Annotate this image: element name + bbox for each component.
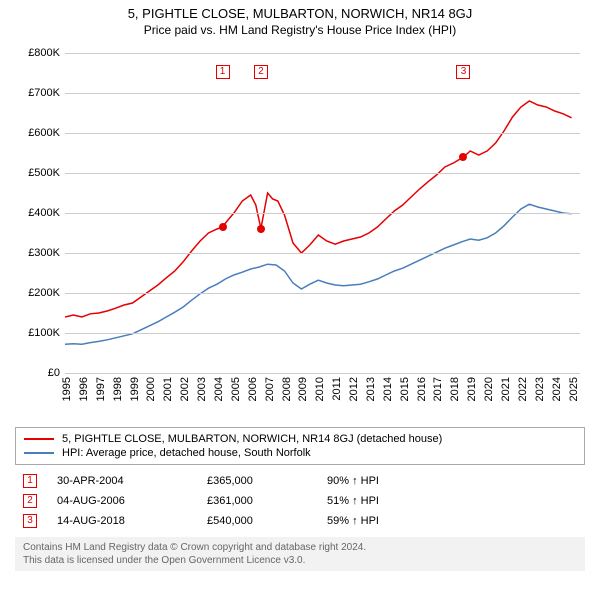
x-tick-label: 2025: [568, 377, 600, 401]
sale-row-marker: 1: [23, 474, 37, 488]
sale-date: 30-APR-2004: [57, 475, 187, 487]
sale-row: 2 04-AUG-2006 £361,000 51% ↑ HPI: [15, 491, 585, 511]
chart-title: 5, PIGHTLE CLOSE, MULBARTON, NORWICH, NR…: [0, 6, 600, 21]
y-tick-label: £0: [10, 367, 60, 379]
sale-row: 1 30-APR-2004 £365,000 90% ↑ HPI: [15, 471, 585, 491]
legend-swatch: [24, 438, 54, 440]
sale-price: £365,000: [207, 475, 307, 487]
legend: 5, PIGHTLE CLOSE, MULBARTON, NORWICH, NR…: [15, 427, 585, 465]
legend-label: HPI: Average price, detached house, Sout…: [62, 447, 311, 459]
sale-price: £540,000: [207, 515, 307, 527]
sale-row: 3 14-AUG-2018 £540,000 59% ↑ HPI: [15, 511, 585, 531]
credits-line2: This data is licensed under the Open Gov…: [23, 554, 577, 567]
sale-marker-dot: [257, 225, 265, 233]
gridline: [65, 253, 580, 254]
sale-marker-dot: [219, 223, 227, 231]
gridline: [65, 53, 580, 54]
legend-row: 5, PIGHTLE CLOSE, MULBARTON, NORWICH, NR…: [24, 432, 576, 446]
credits: Contains HM Land Registry data © Crown c…: [15, 537, 585, 571]
sale-row-marker: 3: [23, 514, 37, 528]
sale-hpi: 59% ↑ HPI: [327, 515, 427, 527]
chart-area: £0 £100K £200K £300K £400K £500K £600K £700K £80…: [10, 43, 590, 423]
sale-hpi: 90% ↑ HPI: [327, 475, 427, 487]
sale-date: 14-AUG-2018: [57, 515, 187, 527]
gridline: [65, 133, 580, 134]
gridline: [65, 93, 580, 94]
gridline: [65, 293, 580, 294]
y-tick-label: £400K: [10, 207, 60, 219]
sale-marker-box: 1: [216, 65, 230, 79]
gridline: [65, 213, 580, 214]
y-tick-label: £600K: [10, 127, 60, 139]
y-tick-label: £300K: [10, 247, 60, 259]
y-tick-label: £200K: [10, 287, 60, 299]
sale-marker-box: 2: [254, 65, 268, 79]
series-hpi: [65, 204, 572, 344]
sale-hpi: 51% ↑ HPI: [327, 495, 427, 507]
sale-date: 04-AUG-2006: [57, 495, 187, 507]
y-tick-label: £500K: [10, 167, 60, 179]
gridline: [65, 373, 580, 374]
sales-table: 1 30-APR-2004 £365,000 90% ↑ HPI 2 04-AUG-200…: [15, 471, 585, 531]
gridline: [65, 333, 580, 334]
sale-marker-box: 3: [456, 65, 470, 79]
chart-subtitle: Price paid vs. HM Land Registry's House …: [0, 23, 600, 37]
y-tick-label: £800K: [10, 47, 60, 59]
legend-label: 5, PIGHTLE CLOSE, MULBARTON, NORWICH, NR…: [62, 433, 442, 445]
legend-row: HPI: Average price, detached house, Sout…: [24, 446, 576, 460]
sale-marker-dot: [459, 153, 467, 161]
sale-price: £361,000: [207, 495, 307, 507]
sale-row-marker: 2: [23, 494, 37, 508]
y-tick-label: £100K: [10, 327, 60, 339]
legend-swatch: [24, 452, 54, 454]
gridline: [65, 173, 580, 174]
y-tick-label: £700K: [10, 87, 60, 99]
credits-line1: Contains HM Land Registry data © Crown c…: [23, 541, 577, 554]
